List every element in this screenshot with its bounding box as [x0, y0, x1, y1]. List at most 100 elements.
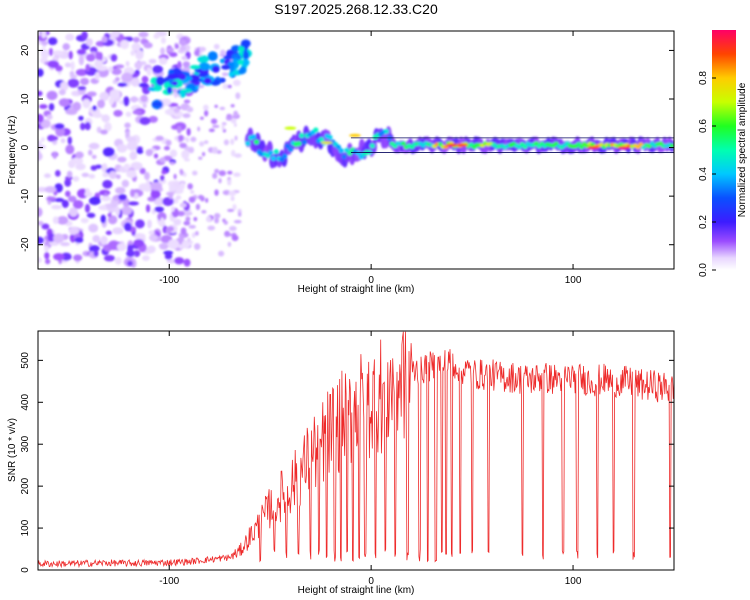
chirp-blob: [198, 62, 211, 71]
noise-blob: [174, 257, 185, 265]
noise-blob: [100, 214, 106, 224]
noise-blob: [131, 42, 141, 52]
noise-blob: [158, 178, 167, 185]
noise-blob: [55, 127, 65, 137]
chirp-blob: [230, 45, 241, 52]
noise-blob: [141, 255, 150, 261]
tone-core: [522, 144, 528, 149]
noise-blob: [68, 50, 73, 60]
noise-blob: [210, 118, 218, 125]
noise-blob: [111, 68, 122, 75]
noise-blob: [38, 236, 44, 245]
noise-blob: [198, 156, 203, 160]
noise-blob: [113, 196, 120, 201]
noise-blob: [41, 223, 50, 230]
snr-ticks: -100 0 100 0 100 200 300 400 500: [20, 331, 674, 587]
noise-blob: [183, 258, 191, 267]
noise-blob: [165, 139, 172, 146]
noise-blob: [179, 168, 183, 174]
noise-blob: [208, 128, 215, 133]
tone-peak: [320, 141, 333, 145]
noise-blob: [97, 99, 106, 109]
y-tick-label: -20: [20, 237, 31, 252]
noise-blob: [91, 154, 97, 159]
noise-blob: [230, 104, 235, 108]
colorbar: 0.0 0.2 0.4 0.6 0.8 Normalized spectral ampl…: [698, 30, 748, 277]
noise-blob: [107, 32, 120, 38]
noise-blob: [191, 232, 196, 238]
spectrogram-blobs: [38, 31, 674, 268]
noise-blob: [211, 146, 219, 154]
tone-peak: [348, 133, 361, 137]
noise-blob: [129, 151, 138, 161]
noise-blob: [126, 170, 137, 179]
snr-xlabel: Height of straight line (km): [298, 585, 415, 596]
noise-blob: [212, 172, 218, 179]
noise-blob: [81, 172, 90, 178]
noise-blob: [194, 49, 201, 57]
noise-blob: [64, 190, 71, 197]
noise-blob: [41, 31, 47, 39]
noise-blob: [227, 208, 235, 212]
noise-blob: [186, 127, 191, 136]
noise-blob: [48, 103, 55, 111]
noise-blob: [219, 53, 226, 57]
noise-blob: [48, 47, 54, 56]
chirp-blob: [152, 84, 163, 92]
noise-blob: [148, 230, 155, 235]
noise-blob: [177, 134, 184, 142]
noise-blob: [118, 194, 127, 201]
chirp-blob: [188, 74, 200, 83]
noise-blob: [198, 46, 207, 52]
noise-blob: [105, 230, 112, 236]
noise-blob: [214, 217, 220, 224]
noise-blob: [124, 122, 131, 129]
noise-blob: [100, 205, 107, 210]
noise-blob: [138, 183, 149, 192]
noise-blob: [199, 50, 203, 57]
noise-blob: [102, 147, 115, 157]
noise-blob: [96, 126, 102, 134]
noise-blob: [38, 151, 43, 161]
noise-blob: [148, 58, 157, 64]
tone-core: [245, 140, 251, 146]
noise-blob: [203, 140, 209, 145]
noise-blob: [68, 226, 80, 235]
y-tick-label: 0: [20, 567, 31, 573]
noise-blob: [82, 98, 91, 109]
noise-blob: [168, 192, 173, 200]
noise-blob: [53, 253, 65, 261]
noise-blob: [92, 112, 103, 118]
noise-blob: [47, 232, 56, 242]
noise-blob: [64, 62, 72, 68]
noise-blob: [38, 144, 47, 150]
noise-blob: [114, 257, 122, 265]
noise-blob: [64, 178, 72, 187]
noise-blob: [174, 43, 179, 50]
noise-blob: [39, 104, 48, 110]
noise-blob: [181, 149, 190, 160]
noise-blob: [125, 36, 134, 42]
x-tick-label: 100: [565, 576, 582, 587]
noise-blob: [227, 170, 233, 175]
noise-blob: [173, 218, 182, 226]
noise-blob: [129, 96, 139, 103]
noise-blob: [54, 123, 65, 130]
noise-blob: [188, 146, 195, 154]
noise-blob: [233, 172, 241, 177]
chirp-blob: [181, 88, 193, 94]
noise-blob: [207, 225, 216, 231]
noise-blob: [234, 153, 242, 158]
noise-blob: [152, 65, 164, 74]
chirp-blob: [211, 65, 220, 73]
tone-peak: [587, 146, 600, 150]
noise-blob: [101, 114, 110, 123]
noise-blob: [159, 175, 165, 181]
noise-blob: [127, 260, 134, 267]
noise-blob: [108, 66, 114, 73]
noise-blob: [94, 71, 100, 81]
noise-blob: [219, 106, 226, 111]
noise-blob: [166, 47, 175, 53]
noise-blob: [128, 201, 139, 206]
noise-blob: [148, 115, 158, 123]
